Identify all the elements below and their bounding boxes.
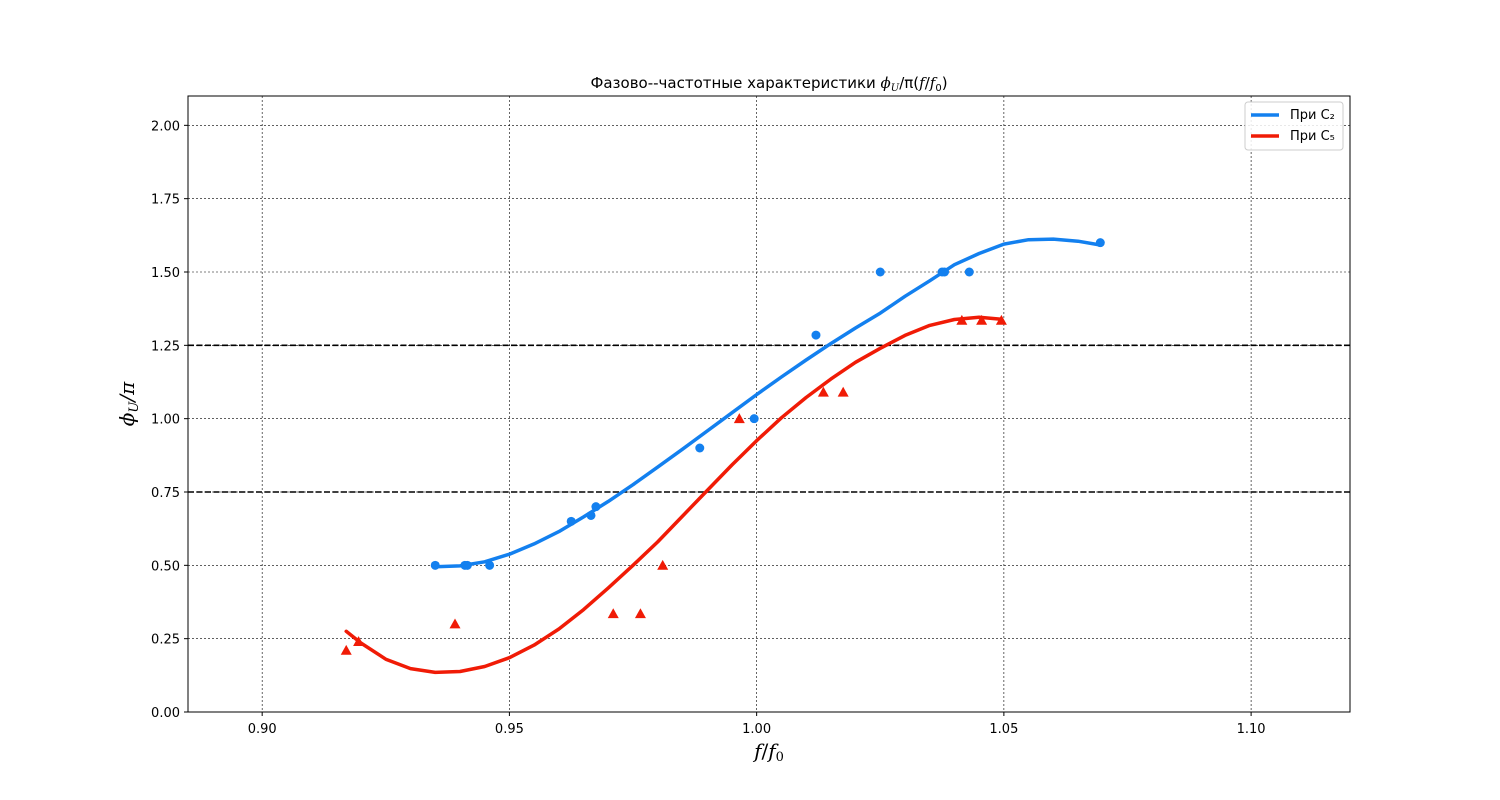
data-point-c2 xyxy=(1096,238,1105,247)
data-point-c2 xyxy=(876,268,885,277)
data-point-c2 xyxy=(591,502,600,511)
data-point-c2 xyxy=(567,517,576,526)
legend-label-c2: При C₂ xyxy=(1290,108,1335,123)
x-tick-label: 1.00 xyxy=(742,722,771,737)
y-tick-label: 0.50 xyxy=(151,559,180,574)
data-point-c2 xyxy=(811,331,820,340)
x-tick-label: 1.05 xyxy=(989,722,1018,737)
legend-label-c5: При C₅ xyxy=(1290,129,1335,144)
data-point-c2 xyxy=(485,561,494,570)
y-tick-label: 0.75 xyxy=(151,486,180,501)
y-tick-label: 0.00 xyxy=(151,706,180,721)
data-point-c2 xyxy=(463,561,472,570)
y-tick-label: 1.50 xyxy=(151,266,180,281)
y-tick-label: 1.75 xyxy=(151,193,180,208)
data-point-c2 xyxy=(695,444,704,453)
data-point-c2 xyxy=(750,414,759,423)
x-tick-label: 1.10 xyxy=(1237,722,1266,737)
data-point-c2 xyxy=(940,268,949,277)
y-tick-label: 1.25 xyxy=(151,339,180,354)
y-tick-label: 1.00 xyxy=(151,413,180,428)
data-point-c2 xyxy=(965,268,974,277)
data-point-c2 xyxy=(586,511,595,520)
data-point-c2 xyxy=(431,561,440,570)
x-tick-label: 0.90 xyxy=(248,722,277,737)
y-tick-label: 2.00 xyxy=(151,119,180,134)
x-tick-label: 0.95 xyxy=(495,722,524,737)
y-tick-label: 0.25 xyxy=(151,633,180,648)
legend: При C₂ При C₅ xyxy=(1245,102,1343,150)
